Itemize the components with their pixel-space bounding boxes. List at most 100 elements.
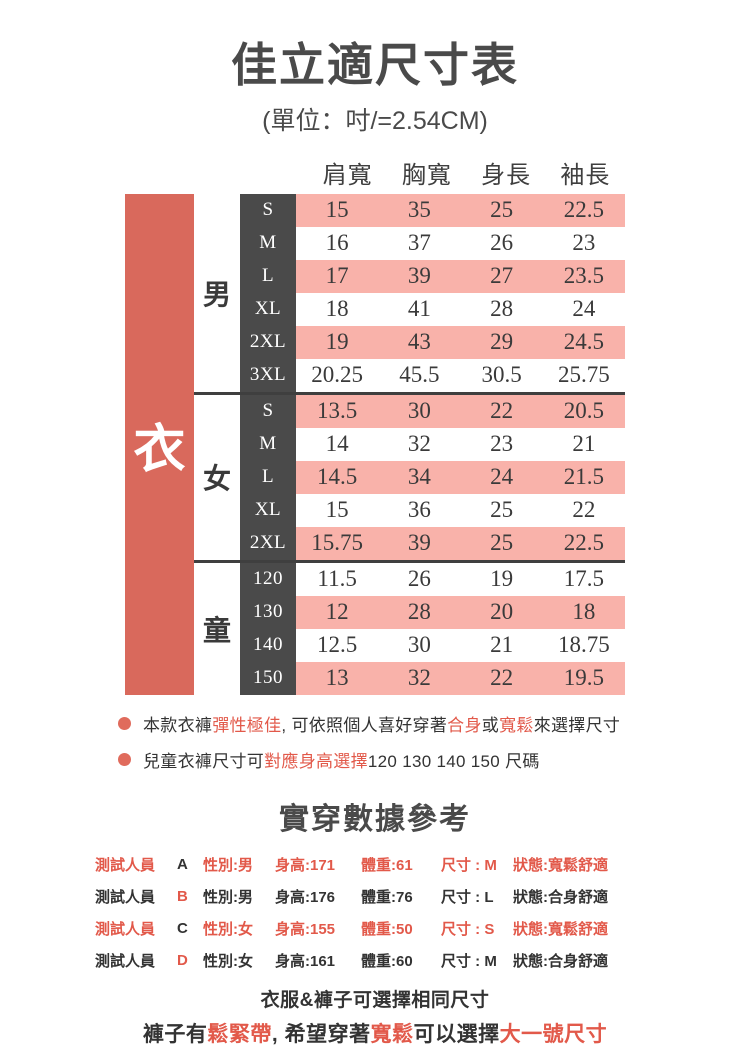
row-values: 13.5 30 22 20.5 — [296, 394, 625, 428]
value-cell: 13 — [325, 665, 349, 691]
footer-highlight: 大一號尺寸 — [499, 1022, 608, 1046]
row-values: 13 32 22 19.5 — [296, 661, 625, 695]
note-highlight: 寬鬆 — [499, 715, 534, 735]
value-cell: 28 — [407, 599, 431, 625]
value-cell: 20.5 — [563, 398, 604, 424]
size-label: 3XL — [240, 358, 296, 392]
value-cell: 14 — [325, 431, 349, 457]
table-row: M 16 37 26 23 — [240, 226, 625, 260]
value-cell: 21.5 — [563, 464, 604, 490]
size-label: XL — [240, 292, 296, 326]
tester-list: 測試人員 A 性別:男 身高:171 體重:61 尺寸 : M 狀態:寬鬆舒適 測試人員 B 性別… — [0, 854, 750, 971]
section-rows: S 15 35 25 22.5 M 16 37 26 23 L 17 39 27 23.5 XL 18 41 28 2… — [240, 193, 625, 392]
row-values: 17 39 27 23.5 — [296, 259, 625, 293]
footer-line-2: 褲子有鬆緊帶, 希望穿著寬鬆可以選擇大一號尺寸 — [0, 1018, 750, 1048]
note-item: 本款衣褲彈性極佳, 可依照個人喜好穿著合身或寬鬆來選擇尺寸 — [118, 711, 750, 736]
size-label: XL — [240, 493, 296, 527]
tester-state: 狀態:合身舒適 — [513, 888, 608, 906]
value-cell: 19 — [490, 566, 514, 592]
table-row: L 14.5 34 24 21.5 — [240, 460, 625, 494]
column-header-2: 身長 — [481, 161, 532, 189]
notes-list: 本款衣褲彈性極佳, 可依照個人喜好穿著合身或寬鬆來選擇尺寸 兒童衣褲尺寸可對應身高… — [0, 711, 750, 772]
tester-row: 測試人員 A 性別:男 身高:171 體重:61 尺寸 : M 狀態:寬鬆舒適 — [95, 854, 655, 875]
tester-letter: C — [177, 919, 188, 937]
footer-line-1: 衣服&褲子可選擇相同尺寸 — [260, 989, 490, 1011]
value-cell: 15 — [325, 197, 349, 223]
table-sections: 男 S 15 35 25 22.5 M 16 37 26 23 L 17 39 27 23.5 XL 18 41 28… — [194, 193, 625, 695]
note-plain: 本款衣褲 — [143, 715, 213, 735]
tester-label: 測試人員 — [95, 888, 156, 906]
row-values: 14 32 23 21 — [296, 428, 625, 461]
size-label: 2XL — [240, 325, 296, 359]
table-section-童: 童 120 11.5 26 19 17.5 130 12 28 20 18 140 12.5 30 21 18… — [194, 559, 625, 695]
tester-letter: B — [177, 887, 188, 905]
size-label: S — [240, 394, 296, 428]
note-item: 兒童衣褲尺寸可對應身高選擇120 130 140 150 尺碼 — [118, 747, 750, 772]
table-row: M 14 32 23 21 — [240, 427, 625, 461]
value-cell: 28 — [490, 296, 514, 322]
value-cell: 30 — [407, 632, 431, 658]
size-label: L — [240, 259, 296, 293]
tester-row: 測試人員 C 性別:女 身高:155 體重:50 尺寸 : S 狀態:寬鬆舒適 — [95, 918, 655, 939]
value-cell: 29 — [490, 329, 514, 355]
value-cell: 18 — [325, 296, 349, 322]
value-cell: 24.5 — [563, 329, 604, 355]
tester-size: 尺寸 : M — [441, 952, 497, 970]
value-cell: 23 — [572, 230, 596, 256]
size-label: 140 — [240, 628, 296, 662]
table-section-女: 女 S 13.5 30 22 20.5 M 14 32 23 21 L 14.5 34 24 21.5 XL 15… — [194, 391, 625, 560]
value-cell: 41 — [407, 296, 431, 322]
note-plain: , 可依照個人喜好穿著 — [281, 715, 448, 735]
footer-plain: 可以選擇 — [413, 1022, 500, 1046]
tester-gender: 性別:男 — [203, 856, 253, 874]
value-cell: 13.5 — [317, 398, 358, 424]
footer-highlight: 鬆緊帶 — [207, 1022, 272, 1046]
wear-data-title: 實穿數據參考 — [279, 802, 471, 836]
tester-weight: 體重:50 — [361, 920, 413, 938]
row-values: 20.25 45.5 30.5 25.75 — [296, 359, 625, 392]
tester-label: 測試人員 — [95, 952, 156, 970]
column-header-3: 袖長 — [560, 161, 611, 189]
value-cell: 23.5 — [563, 263, 604, 289]
tester-weight: 體重:76 — [361, 888, 413, 906]
tester-letter: D — [177, 951, 188, 969]
size-label: 2XL — [240, 526, 296, 560]
row-values: 11.5 26 19 17.5 — [296, 563, 625, 596]
value-cell: 36 — [407, 497, 431, 523]
size-label: 130 — [240, 595, 296, 629]
row-values: 12 28 20 18 — [296, 595, 625, 629]
table-row: 140 12.5 30 21 18.75 — [240, 628, 625, 662]
table-row: 2XL 19 43 29 24.5 — [240, 325, 625, 359]
row-values: 19 43 29 24.5 — [296, 325, 625, 359]
value-cell: 15 — [325, 497, 349, 523]
value-cell: 26 — [490, 230, 514, 256]
table-column-headers: 肩寬 胸寬 身長 袖長 — [308, 155, 625, 194]
value-cell: 25.75 — [558, 362, 610, 388]
table-row: S 13.5 30 22 20.5 — [240, 394, 625, 428]
value-cell: 21 — [572, 431, 596, 457]
note-highlight: 對應身高選擇 — [264, 751, 368, 771]
table-row: L 17 39 27 23.5 — [240, 259, 625, 293]
value-cell: 22 — [572, 497, 596, 523]
table-row: 130 12 28 20 18 — [240, 595, 625, 629]
row-values: 15 36 25 22 — [296, 494, 625, 527]
tester-size: 尺寸 : L — [441, 888, 494, 906]
column-header-0: 肩寬 — [322, 161, 373, 189]
value-cell: 11.5 — [317, 566, 357, 592]
size-label: 150 — [240, 661, 296, 695]
tester-height: 身高:176 — [275, 888, 336, 906]
row-values: 14.5 34 24 21.5 — [296, 460, 625, 494]
table-row: S 15 35 25 22.5 — [240, 193, 625, 227]
tester-weight: 體重:61 — [361, 856, 413, 874]
tester-height: 身高:161 — [275, 952, 336, 970]
tester-row: 測試人員 B 性別:男 身高:176 體重:76 尺寸 : L 狀態:合身舒適 — [95, 886, 655, 907]
value-cell: 12 — [325, 599, 349, 625]
value-cell: 25 — [490, 497, 514, 523]
footer: 衣服&褲子可選擇相同尺寸 褲子有鬆緊帶, 希望穿著寬鬆可以選擇大一號尺寸 — [0, 985, 750, 1048]
value-cell: 22 — [490, 665, 514, 691]
page-title: 佳立適尺寸表 — [231, 39, 519, 91]
value-cell: 16 — [325, 230, 349, 256]
note-highlight: 彈性極佳 — [212, 715, 282, 735]
size-label: L — [240, 460, 296, 494]
row-values: 15 35 25 22.5 — [296, 193, 625, 227]
